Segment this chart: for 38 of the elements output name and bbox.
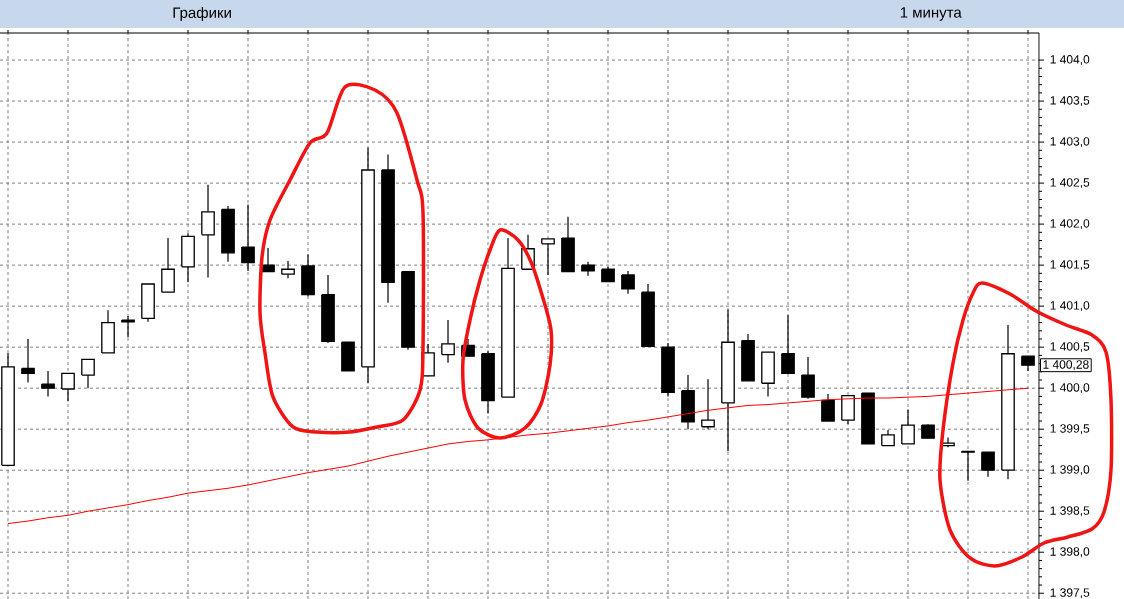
y-tick-label: 1 403,5	[1050, 96, 1090, 107]
candlestick	[61, 372, 75, 402]
candlestick	[781, 314, 795, 375]
chart-title: Графики	[173, 6, 231, 21]
y-tick-label: 1 404,0	[1050, 55, 1090, 66]
candlestick	[981, 451, 995, 478]
candlestick	[901, 408, 915, 445]
candlestick	[441, 319, 455, 364]
candlestick	[281, 260, 295, 279]
candlestick	[801, 356, 815, 400]
candlestick	[41, 370, 55, 397]
y-tick-label: 1 401,0	[1050, 301, 1090, 312]
y-tick-label: 1 398,5	[1050, 506, 1090, 517]
y-tick-label: 1 401,5	[1050, 260, 1090, 271]
candlestick	[261, 247, 275, 273]
candlestick	[541, 238, 555, 276]
candlestick	[81, 358, 95, 389]
chart-subtitle: 1 минута	[900, 7, 962, 21]
y-tick-label: 1 398,0	[1050, 547, 1090, 558]
y-tick-label: 1 402,0	[1050, 219, 1090, 230]
candlestick	[941, 436, 955, 448]
y-tick-label: 1 399,5	[1050, 424, 1090, 435]
y-tick-label: 1 403,0	[1050, 137, 1090, 148]
candlestick	[241, 203, 255, 272]
candlestick	[121, 315, 135, 338]
y-tick-label: 1 402,5	[1050, 178, 1090, 189]
y-tick-label: 1 397,5	[1050, 588, 1090, 599]
candlestick	[21, 338, 35, 384]
candlestick	[701, 378, 715, 430]
candlestick	[961, 450, 975, 482]
candlestick	[821, 393, 835, 422]
candlestick	[161, 237, 175, 293]
y-tick-label: 1 400,0	[1050, 383, 1090, 394]
text: 1 400,28	[1043, 360, 1089, 371]
y-tick-label: 1 400,5	[1050, 342, 1090, 353]
candlestick	[201, 184, 215, 279]
y-tick-label: 1 399,0	[1050, 465, 1090, 476]
candlestick	[621, 270, 635, 295]
